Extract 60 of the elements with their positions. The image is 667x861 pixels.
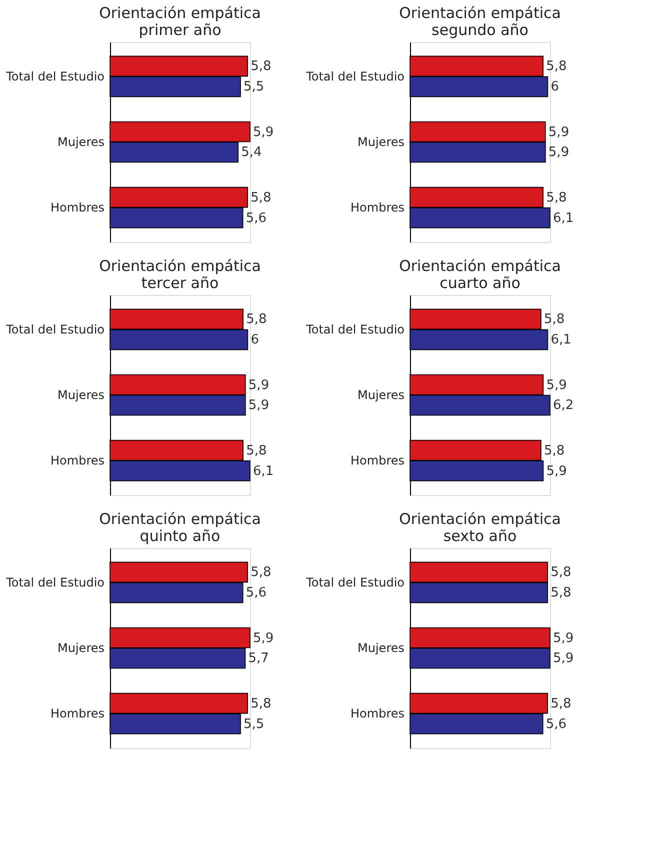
- y-tick-label: Hombres: [350, 200, 404, 215]
- y-tick-label: Total del Estudio: [5, 69, 104, 84]
- data-label: 5,9: [548, 124, 570, 140]
- data-label: 6: [250, 332, 259, 348]
- data-label: 5,9: [546, 464, 567, 479]
- data-label: 5,8: [550, 696, 572, 712]
- chart-title: Orientación empática primer año: [99, 4, 261, 39]
- data-label: 5,8: [250, 190, 272, 206]
- y-tick-label: Mujeres: [358, 135, 404, 149]
- data-label: 5,9: [248, 378, 270, 393]
- y-tick-label: Hombres: [50, 706, 104, 721]
- data-label: 6,1: [253, 464, 274, 479]
- data-label: 5,9: [253, 630, 274, 646]
- data-label: 5,9: [546, 378, 567, 393]
- data-label: 5,8: [544, 443, 565, 458]
- data-label: 5,8: [250, 696, 272, 712]
- y-tick-label: Total del Estudio: [5, 575, 104, 590]
- data-label: 6,1: [550, 332, 572, 348]
- data-label: 5,6: [546, 716, 567, 732]
- chart-title: Orientación empática sexto año: [399, 510, 561, 545]
- data-label: 5,8: [246, 312, 267, 328]
- y-tick-label: Hombres: [50, 200, 104, 215]
- chart-title: Orientación empática tercer año: [99, 257, 261, 292]
- y-tick-label: Total del Estudio: [305, 575, 404, 590]
- chart-title: Orientación empática quinto año: [99, 510, 261, 545]
- data-label: 5,9: [553, 651, 574, 666]
- data-label: 5,8: [546, 190, 567, 206]
- data-label: 5,6: [246, 210, 267, 226]
- y-tick-label: Hombres: [350, 706, 404, 721]
- chart-title: Orientación empática cuarto año: [399, 257, 561, 292]
- data-label: 6,1: [553, 210, 574, 226]
- y-tick-label: Total del Estudio: [305, 322, 404, 336]
- data-label: 6: [550, 80, 559, 95]
- y-tick-label: Total del Estudio: [305, 69, 404, 84]
- y-tick-label: Hombres: [350, 454, 404, 468]
- chart-title: Orientación empática segundo año: [399, 4, 561, 39]
- data-label: 5,8: [250, 565, 272, 580]
- data-label: 5,8: [544, 312, 565, 328]
- y-tick-label: Mujeres: [358, 388, 404, 402]
- data-label: 5,8: [246, 443, 267, 458]
- y-tick-label: Hombres: [50, 454, 104, 468]
- data-label: 5,5: [244, 80, 264, 95]
- data-label: 5,8: [250, 59, 272, 74]
- data-label: 5,6: [246, 586, 267, 601]
- y-tick-label: Mujeres: [58, 641, 104, 655]
- y-tick-label: Mujeres: [58, 388, 104, 402]
- y-tick-label: Mujeres: [358, 641, 404, 655]
- data-label: 5,9: [253, 124, 274, 140]
- data-label: 6,2: [553, 398, 574, 414]
- data-label: 5,8: [550, 565, 572, 580]
- data-label: 5,9: [553, 630, 574, 646]
- data-label: 5,7: [248, 651, 269, 666]
- data-label: 5,8: [550, 586, 572, 601]
- data-label: 5,8: [546, 59, 567, 74]
- data-label: 5,9: [248, 398, 270, 414]
- data-label: 5,4: [241, 145, 262, 160]
- data-label: 5,5: [244, 716, 264, 732]
- y-tick-label: Mujeres: [58, 135, 104, 149]
- y-tick-label: Total del Estudio: [5, 322, 104, 336]
- data-label: 5,9: [548, 145, 570, 160]
